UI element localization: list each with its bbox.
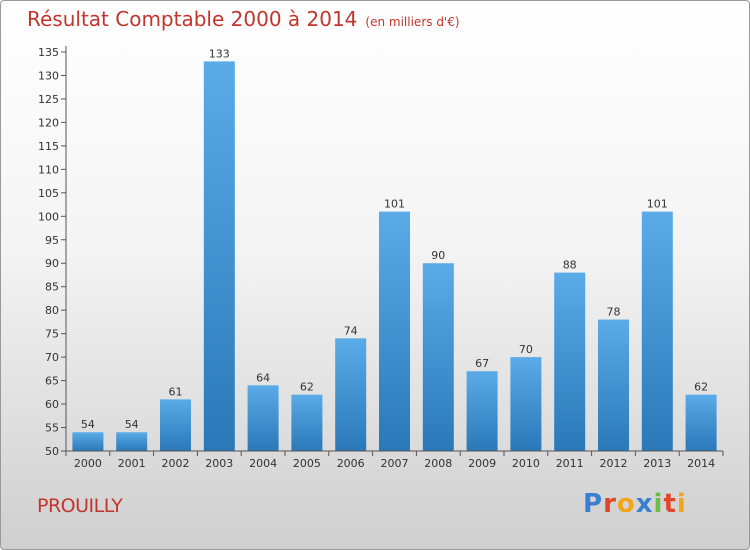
bar-value-label: 54 [81,418,95,431]
y-tick-label: 105 [38,187,59,200]
y-tick-label: 75 [45,328,59,341]
x-tick-label: 2007 [381,457,409,470]
bar [379,211,410,451]
bar [685,394,717,451]
y-tick-label: 100 [38,210,59,223]
bar-value-label: 54 [125,418,139,431]
x-tick-label: 2001 [118,457,146,470]
x-tick-label: 2003 [205,457,233,470]
bar [422,263,454,451]
bar [72,432,104,451]
bar [291,394,323,451]
chart-title: Résultat Comptable 2000 à 2014 (en millie… [27,7,460,31]
bar [554,272,586,451]
y-tick-label: 50 [45,445,59,458]
bar-value-label: 62 [694,381,708,394]
x-tick-label: 2012 [600,457,628,470]
y-tick-label: 60 [45,398,59,411]
place-name: PROUILLY [37,495,123,517]
logo-letter: o [616,489,636,519]
y-tick-label: 65 [45,375,59,388]
x-tick-label: 2008 [424,457,452,470]
bar [247,385,279,451]
bar [466,371,498,451]
y-tick-label: 80 [45,304,59,317]
logo-letter: t [663,489,677,519]
bar [510,357,542,451]
x-tick-label: 2013 [643,457,671,470]
bar-value-label: 101 [384,198,405,211]
x-tick-label: 2004 [249,457,277,470]
x-tick-label: 2006 [337,457,365,470]
y-tick-label: 85 [45,281,59,294]
bar [335,338,367,451]
chart-title-text: Résultat Comptable 2000 à 2014 [27,7,358,31]
bar-value-label: 67 [475,357,489,370]
x-tick-label: 2014 [687,457,715,470]
logo-letter: i [653,489,664,519]
bars-group: 54 54 61 133 64 62 74 101 90 67 70 88 78 101 62 [72,47,717,451]
bar [160,399,191,451]
bar-value-label: 74 [344,324,358,337]
proxiti-logo: Proxiti [583,489,687,519]
x-tick-label: 2009 [468,457,496,470]
bar [598,319,629,451]
logo-letter: r [603,489,617,519]
x-tick-label: 2002 [162,457,190,470]
bar [203,61,235,451]
y-tick-label: 95 [45,234,59,247]
y-tick-label: 115 [38,140,59,153]
x-tick-label: 2005 [293,457,321,470]
x-tick-label: 2000 [74,457,102,470]
y-tick-label: 130 [38,69,59,82]
y-tick-label: 135 [38,46,59,59]
y-tick-label: 90 [45,257,59,270]
logo-letter: i [676,489,687,519]
logo-letter: x [635,489,654,519]
bar-value-label: 70 [519,343,533,356]
y-axis: 50 55 60 65 70 75 80 85 90 95 100 105 110 115 120 125 13… [38,46,67,458]
bar-value-label: 90 [431,249,445,262]
bar-value-label: 133 [209,47,230,60]
y-tick-label: 120 [38,116,59,129]
bar-value-label: 78 [607,306,621,319]
y-tick-label: 70 [45,351,59,364]
bar-value-label: 101 [647,198,668,211]
bar-value-label: 62 [300,381,314,394]
x-tick-label: 2010 [512,457,540,470]
y-tick-label: 55 [45,422,59,435]
y-tick-label: 125 [38,93,59,106]
bar-value-label: 64 [256,371,270,384]
bar [641,211,673,451]
bar-value-label: 88 [563,259,577,272]
y-tick-label: 110 [38,163,59,176]
logo-letter: P [583,489,604,519]
bar [116,432,148,451]
x-axis: 2000 2001 2002 2003 2004 2005 2006 2007 2008 2009… [65,450,724,470]
bar-value-label: 61 [169,385,183,398]
x-tick-label: 2011 [556,457,584,470]
chart-subtitle: (en milliers d'€) [365,15,460,29]
